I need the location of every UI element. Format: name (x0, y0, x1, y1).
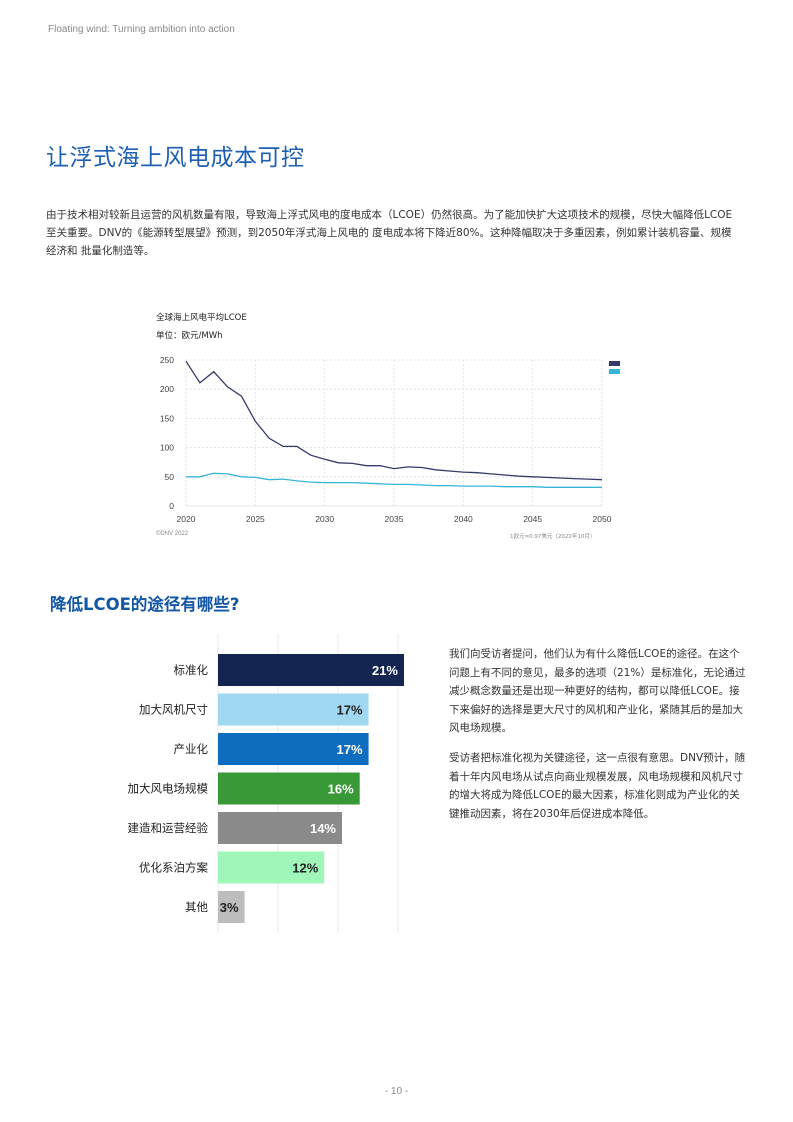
legend-swatch (609, 369, 620, 374)
x-tick-label: 2020 (177, 514, 196, 524)
lcoe-chart-source: ©DNV 2022 (156, 531, 189, 537)
bar-category-label: 其他 (185, 900, 208, 914)
lcoe-chart-unit: 单位：欧元/MWh (156, 331, 223, 341)
x-tick-label: 2040 (454, 514, 473, 524)
x-tick-label: 2035 (385, 514, 404, 524)
bar-category-label: 建造和运营经验 (128, 821, 209, 835)
bar (218, 654, 404, 686)
series-line-floating (185, 360, 603, 481)
bar-value-label: 12% (292, 861, 318, 876)
series-line-fixed-bottom (186, 472, 602, 488)
bar-value-label: 16% (328, 782, 354, 797)
bar (218, 891, 245, 923)
commentary-paragraph-1: 我们向受访者提问，他们认为有什么降低LCOE的途径。在这个问题上有不同的意见，最… (449, 648, 746, 735)
pathways-bar-chart: 标准化 21% 加大风机尺寸 17% 产业化 17% 加大风电场规模 16% 建造和运营经验 14… (128, 634, 404, 932)
bar (218, 851, 325, 884)
bar-value-label: 14% (310, 821, 336, 836)
bar (218, 733, 369, 765)
bar-value-label: 3% (220, 900, 239, 915)
lcoe-chart-note: 1欧元=0.97美元（2022年10月） (510, 534, 596, 540)
x-tick-label: 2030 (315, 514, 334, 524)
bar-category-label: 加大风机尺寸 (139, 703, 208, 717)
bar (218, 772, 360, 805)
section-title: 降低LCOE的途径有哪些? (50, 595, 240, 614)
commentary-paragraph-2: 受访者把标准化视为关键途径，这一点很有意思。DNV预计，随着十年内风电场从试点向… (449, 751, 746, 820)
x-tick-label: 2045 (523, 514, 542, 524)
page-number: - 10 - (384, 1086, 409, 1097)
bar-category-label: 产业化 (174, 742, 209, 756)
legend-swatch (609, 361, 620, 366)
y-tick-label: 250 (160, 355, 174, 365)
bar-category-label: 标准化 (174, 663, 209, 677)
bar-value-label: 17% (337, 703, 363, 718)
bar (218, 693, 369, 726)
y-tick-label: 50 (165, 472, 175, 482)
y-tick-label: 150 (160, 413, 174, 423)
y-tick-label: 0 (169, 501, 174, 511)
running-header: Floating wind: Turning ambition into act… (48, 24, 235, 35)
bar-category-label: 优化系泊方案 (139, 861, 208, 875)
bar (218, 812, 342, 844)
x-tick-label: 2025 (246, 514, 265, 524)
bar-value-label: 17% (337, 742, 363, 757)
bar-value-label: 21% (372, 663, 398, 678)
survey-commentary: 我们向受访者提问，他们认为有什么降低LCOE的途径。在这个问题上有不同的意见，最… (449, 645, 749, 834)
bar-category-label: 加大风电场规模 (128, 782, 209, 796)
y-tick-label: 200 (160, 384, 174, 394)
lcoe-chart-title: 全球海上风电平均LCOE (156, 313, 247, 323)
x-tick-label: 2050 (593, 514, 612, 524)
y-tick-label: 100 (160, 443, 174, 453)
page-title: 让浮式海上风电成本可控 (46, 145, 305, 171)
lcoe-line-chart: 0 50 100 150 200 250 2020 2025 2030 2035 2040 2045 2… (160, 355, 620, 524)
intro-paragraph: 由于技术相对较新且运营的风机数量有限，导致海上浮式风电的度电成本（LCOE）仍然… (46, 209, 733, 257)
